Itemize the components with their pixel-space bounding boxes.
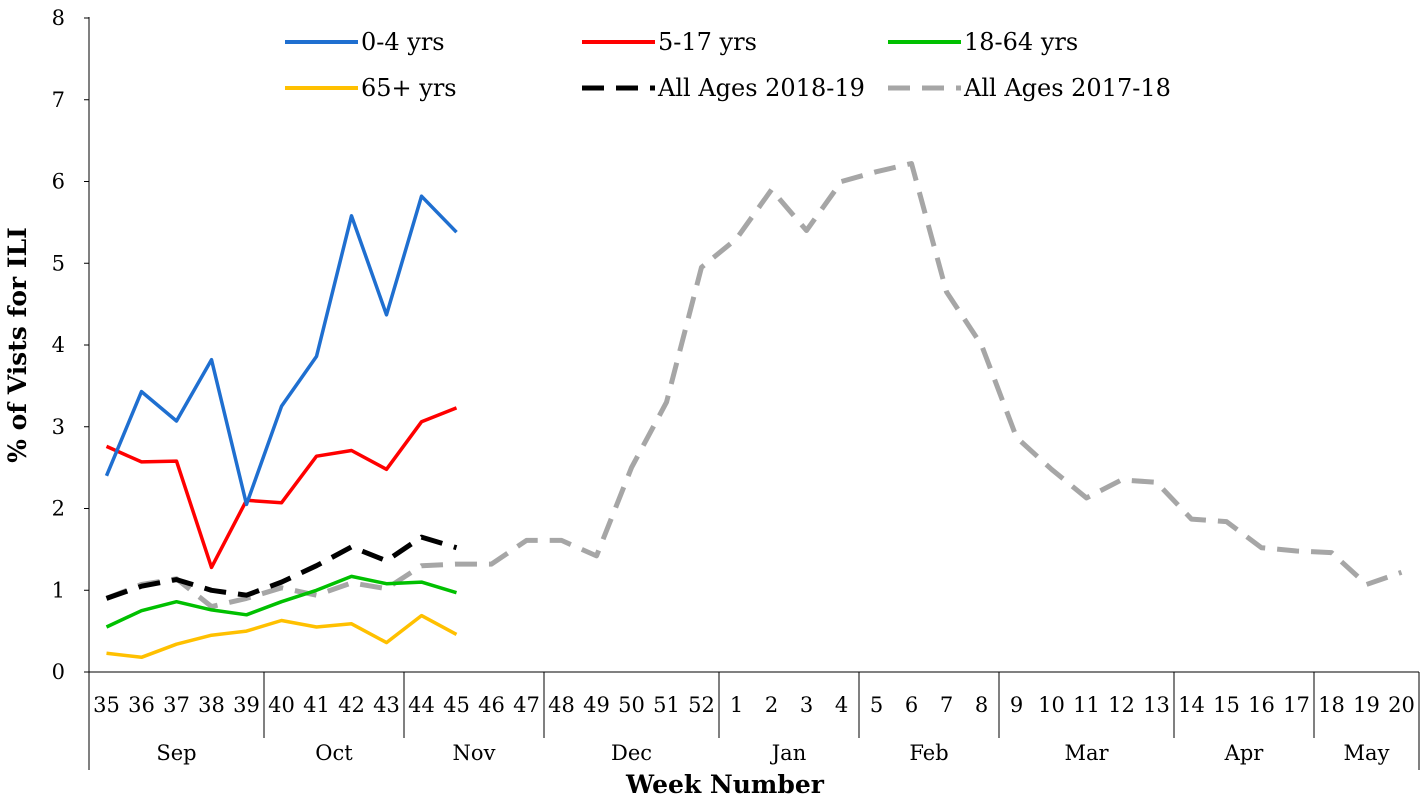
month-label: May: [1344, 741, 1390, 765]
legend-label: All Ages 2017-18: [963, 74, 1171, 102]
series-line-2: [105, 406, 458, 570]
series-line-5: [105, 534, 458, 601]
x-tick-label: 8: [975, 693, 988, 717]
x-tick-label: 48: [548, 693, 575, 717]
series-line-1: [104, 194, 458, 507]
x-tick-label: 1: [730, 693, 743, 717]
x-tick-label: 6: [905, 693, 918, 717]
x-tick-label: 16: [1248, 693, 1275, 717]
legend-label: 65+ yrs: [361, 74, 457, 102]
y-tick-label: 4: [52, 333, 65, 357]
month-label: Sep: [156, 741, 196, 765]
x-tick-label: 51: [653, 693, 680, 717]
month-label: Oct: [315, 741, 353, 765]
x-tick-label: 39: [233, 693, 260, 717]
x-tick-label: 50: [618, 693, 645, 717]
month-label: Jan: [770, 741, 806, 765]
x-tick-label: 52: [688, 693, 715, 717]
x-tick-label: 10: [1038, 693, 1065, 717]
x-tick-label: 19: [1353, 693, 1380, 717]
legend: 0-4 yrs 5-17 yrs 18-64 yrs 65+ yrs All Ages …: [285, 28, 1171, 102]
x-tick-label: 20: [1388, 693, 1415, 717]
x-tick-label: 3: [800, 693, 813, 717]
month-label: Dec: [611, 741, 652, 765]
x-tick-label: 7: [940, 693, 953, 717]
legend-label: All Ages 2018-19: [657, 74, 865, 102]
x-tick-label: 15: [1213, 693, 1240, 717]
month-label: Apr: [1224, 741, 1265, 765]
y-axis-title: % of Vists for ILI: [3, 227, 32, 463]
month-label: Feb: [909, 741, 948, 765]
x-tick-label: 38: [198, 693, 225, 717]
x-tick-label: 18: [1318, 693, 1345, 717]
x-tick-label: 41: [303, 693, 330, 717]
x-tick-label: 44: [408, 693, 435, 717]
x-tick-label: 49: [583, 693, 610, 717]
x-tick-label: 4: [835, 693, 848, 717]
x-tick-label: 36: [128, 693, 155, 717]
x-tick-label: 47: [513, 693, 540, 717]
x-tick-label: 11: [1073, 693, 1100, 717]
y-tick-label: 6: [52, 170, 65, 194]
series-line-6: [105, 161, 1403, 610]
legend-label: 18-64 yrs: [964, 28, 1078, 56]
x-tick-label: 42: [338, 693, 365, 717]
legend-label: 0-4 yrs: [361, 28, 445, 56]
x-tick-label: 9: [1010, 693, 1023, 717]
y-tick-label: 0: [52, 660, 65, 684]
y-tick-label: 8: [52, 6, 65, 30]
x-tick-label: 5: [870, 693, 883, 717]
month-label: Mar: [1064, 741, 1109, 765]
y-tick-label: 5: [52, 251, 65, 275]
x-tick-label: 40: [268, 693, 295, 717]
x-tick-label: 14: [1178, 693, 1205, 717]
series-line-4: [106, 613, 458, 660]
series-line-3: [105, 574, 458, 629]
x-tick-label: 43: [373, 693, 400, 717]
series-layer: [104, 161, 1403, 660]
legend-label: 5-17 yrs: [658, 28, 757, 56]
y-tick-label: 7: [52, 88, 65, 112]
x-axis-title: Week Number: [625, 770, 825, 799]
x-tick-label: 46: [478, 693, 505, 717]
month-label: Nov: [453, 741, 496, 765]
x-tick-label: 35: [93, 693, 120, 717]
y-tick-label: 1: [52, 578, 65, 602]
y-tick-label: 3: [52, 415, 65, 439]
y-tick-label: 2: [52, 497, 65, 521]
x-tick-label: 37: [163, 693, 190, 717]
x-tick-label: 13: [1143, 693, 1170, 717]
x-tick-label: 2: [765, 693, 778, 717]
x-tick-label: 17: [1283, 693, 1310, 717]
x-tick-label: 12: [1108, 693, 1135, 717]
x-tick-label: 45: [443, 693, 470, 717]
